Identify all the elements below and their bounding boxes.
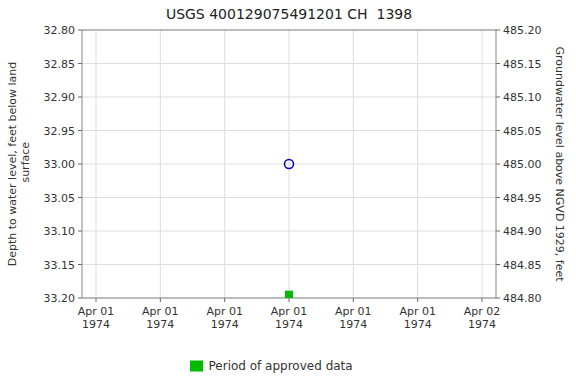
x-tick-label: Apr 011974 (271, 305, 308, 331)
tick-mark (289, 298, 290, 302)
x-tick-label: Apr 011974 (399, 305, 436, 331)
tick-mark (78, 164, 82, 165)
tick-mark (417, 298, 418, 302)
x-tick-label: Apr 021974 (464, 305, 501, 331)
y2-tick-label: 485.00 (503, 158, 542, 171)
tick-mark (78, 231, 82, 232)
grid-line (289, 30, 290, 298)
tick-mark (224, 298, 225, 302)
y2-tick-label: 485.10 (503, 91, 542, 104)
x-tick-label: Apr 011974 (78, 305, 115, 331)
tick-mark (78, 30, 82, 31)
y2-tick-label: 485.05 (503, 125, 542, 138)
x-tick-label: Apr 011974 (335, 305, 372, 331)
y-tick-label: 33.15 (44, 259, 76, 272)
tick-mark (353, 298, 354, 302)
tick-mark (78, 197, 82, 198)
title: USGS 400129075491201 CH 1398 (166, 6, 412, 22)
tick-mark (96, 298, 97, 302)
tick-mark (78, 97, 82, 98)
data-marks (285, 160, 294, 299)
y-tick-label: 32.85 (44, 58, 76, 71)
y-axis-label: Depth to water level, feet below land su… (6, 62, 32, 267)
plot-frame (82, 30, 496, 298)
y-tick-label: 33.05 (44, 192, 76, 205)
point-circle (285, 160, 294, 169)
legend-label: Period of approved data (209, 359, 353, 373)
legend: Period of approved data (191, 359, 353, 373)
y-tick-label: 33.00 (44, 158, 76, 171)
x-tick-label: Apr 011974 (142, 305, 179, 331)
legend-swatch (191, 361, 203, 371)
y-tick-label: 32.80 (44, 24, 76, 37)
tick-mark (78, 63, 82, 64)
y2-tick-label: 484.85 (503, 259, 542, 272)
y-tick-label: 32.90 (44, 91, 76, 104)
tick-mark (496, 164, 500, 165)
tick-mark (496, 231, 500, 232)
x-tick-label: Apr 011974 (206, 305, 243, 331)
tick-mark (160, 298, 161, 302)
tick-mark (78, 130, 82, 131)
tick-mark (496, 30, 500, 31)
axes: 32.80 32.85 32.90 32.95 33.00 33.05 33.10 33.15… (44, 24, 542, 331)
tick-mark (482, 298, 483, 302)
grid-line (482, 30, 483, 298)
y2-axis-label: Groundwater level above NGVD 1929, feet (553, 46, 566, 282)
chart: 32.80 32.85 32.90 32.95 33.00 33.05 33.10 33.15… (0, 0, 576, 384)
grid-line (160, 30, 161, 298)
y2-tick-label: 484.80 (503, 292, 542, 305)
tick-mark (78, 298, 82, 299)
grid-line (353, 30, 354, 298)
tick-mark (496, 264, 500, 265)
tick-mark (496, 97, 500, 98)
grid (82, 30, 496, 298)
tick-mark (496, 130, 500, 131)
grid-line (224, 30, 225, 298)
tick-mark (78, 264, 82, 265)
y-tick-label: 32.95 (44, 125, 76, 138)
tick-mark (496, 197, 500, 198)
grid-line (96, 30, 97, 298)
tick-mark (496, 63, 500, 64)
grid-line (417, 30, 418, 298)
y2-tick-label: 485.20 (503, 24, 542, 37)
point-square (286, 291, 293, 298)
y2-tick-label: 484.95 (503, 192, 542, 205)
y-tick-label: 33.20 (44, 292, 76, 305)
y2-tick-label: 484.90 (503, 225, 542, 238)
tick-mark (496, 298, 500, 299)
y2-tick-label: 485.15 (503, 58, 542, 71)
y-tick-label: 33.10 (44, 225, 76, 238)
